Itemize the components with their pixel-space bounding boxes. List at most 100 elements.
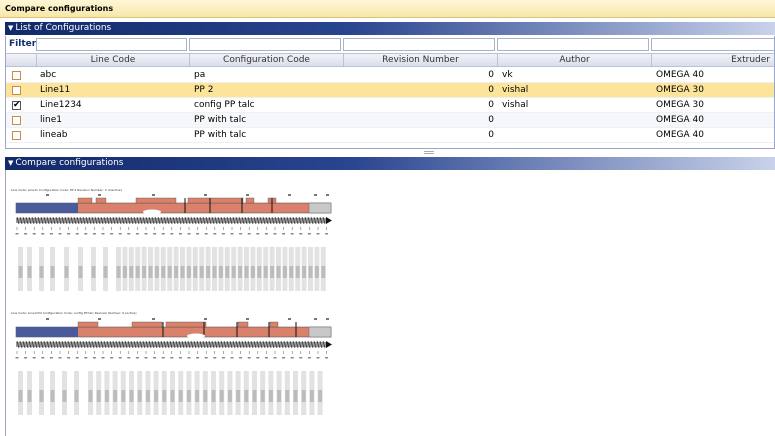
- scale-label-mark: [49, 233, 53, 235]
- scale-label-mark: [247, 233, 251, 235]
- screw-flight: [196, 216, 200, 225]
- element-column-text: [142, 266, 147, 278]
- feed-opening: [143, 209, 161, 215]
- screw-flight: [265, 340, 269, 349]
- element-column-text: [203, 390, 208, 402]
- column-header-line-code[interactable]: Line Code: [36, 54, 189, 67]
- screw-flight: [73, 216, 77, 225]
- screw-flight: [244, 216, 248, 225]
- scale-label-mark: [67, 357, 71, 359]
- filter-configuration-code-input[interactable]: [189, 38, 341, 51]
- column-header-extruder[interactable]: Extruder: [651, 54, 774, 67]
- element-column-text: [219, 390, 224, 402]
- screw-flight: [304, 216, 308, 225]
- screw-flight: [142, 216, 146, 225]
- filter-author-input[interactable]: [497, 38, 649, 51]
- list-panel-header[interactable]: ▼ List of Configurations: [5, 22, 775, 35]
- cell-line-code: line1: [40, 115, 62, 125]
- cell-revision-number: 0: [488, 100, 494, 110]
- table-row[interactable]: abc pa 0 vk OMEGA 40: [6, 68, 774, 83]
- screw-flight: [25, 216, 29, 225]
- element-column-text: [39, 390, 44, 402]
- scale-label-mark: [299, 357, 303, 359]
- screw-flight: [154, 216, 158, 225]
- screw-flight: [202, 340, 206, 349]
- cell-line-code: abc: [40, 70, 57, 80]
- element-column-text: [103, 266, 108, 278]
- table-row[interactable]: lineab PP with talc 0 OMEGA 40: [6, 128, 774, 143]
- zone-marker: [204, 194, 207, 196]
- column-header-author[interactable]: Author: [497, 54, 651, 67]
- element-column-text: [270, 266, 275, 278]
- screw-flight: [223, 216, 227, 225]
- scale-label-mark: [135, 233, 139, 235]
- element-column-text: [244, 390, 249, 402]
- element-column-text: [211, 390, 216, 402]
- element-column-text: [180, 266, 185, 278]
- scale-label-mark: [15, 233, 19, 235]
- screw-flight: [100, 340, 104, 349]
- row-checkbox[interactable]: [12, 131, 21, 140]
- screw-flight: [262, 216, 266, 225]
- screw-flight: [76, 340, 80, 349]
- screw-flight: [58, 340, 62, 349]
- screw-flight: [178, 216, 182, 225]
- screw-flight: [172, 340, 176, 349]
- screw-flight: [277, 216, 281, 225]
- row-checkbox[interactable]: [12, 86, 21, 95]
- screw-flight: [187, 340, 191, 349]
- collapse-triangle-icon[interactable]: ▼: [8, 159, 14, 167]
- scale-label-mark: [144, 357, 148, 359]
- screw-tip-icon: [326, 217, 332, 224]
- scale-label-mark: [161, 357, 165, 359]
- element-column-text: [293, 390, 298, 402]
- column-header-revision-number[interactable]: Revision Number: [343, 54, 497, 67]
- screw-flight: [271, 216, 275, 225]
- barrel-zone-block: [135, 197, 177, 204]
- scale-label-mark: [196, 357, 200, 359]
- cell-extruder: OMEGA 40: [656, 70, 704, 80]
- screw-flight: [235, 216, 239, 225]
- table-row[interactable]: line1 PP with talc 0 OMEGA 40: [6, 113, 774, 128]
- screw-flight: [301, 216, 305, 225]
- screw-flight: [280, 216, 284, 225]
- filter-revision-input[interactable]: [343, 38, 495, 51]
- barrel-zone-block: [131, 321, 163, 328]
- feed-opening: [187, 333, 205, 339]
- scale-label-mark: [239, 357, 243, 359]
- screw-flight: [133, 216, 137, 225]
- screw-flight: [64, 340, 68, 349]
- screw-flight: [265, 216, 269, 225]
- collapse-triangle-icon[interactable]: ▼: [8, 24, 14, 32]
- scale-label-mark: [204, 357, 208, 359]
- screw-flight: [34, 340, 38, 349]
- element-column-text: [104, 390, 109, 402]
- screw-flight: [196, 340, 200, 349]
- table-row[interactable]: ✔ Line1234 config PP talc 0 vishal OMEGA 30: [6, 98, 774, 113]
- scale-label-mark: [84, 233, 88, 235]
- filter-label: Filter: [9, 39, 37, 49]
- screw-flight: [292, 340, 296, 349]
- screw-flight: [85, 216, 89, 225]
- filter-line-code-input[interactable]: [36, 38, 187, 51]
- panel-splitter-handle[interactable]: [424, 151, 434, 154]
- compare-panel-header[interactable]: ▼ Compare configurations: [5, 157, 775, 170]
- table-row[interactable]: Line11 PP 2 0 vishal OMEGA 30: [6, 83, 774, 98]
- barrel-zone-block: [77, 197, 93, 204]
- scale-label-mark: [256, 357, 260, 359]
- column-header-configuration-code[interactable]: Configuration Code: [189, 54, 343, 67]
- screw-flight: [169, 340, 173, 349]
- row-checkbox[interactable]: ✔: [12, 100, 21, 110]
- row-checkbox[interactable]: [12, 71, 21, 80]
- screw-flight: [64, 216, 68, 225]
- screw-flight: [40, 216, 44, 225]
- screw-flight: [226, 216, 230, 225]
- zone-marker: [152, 318, 155, 320]
- element-column-text: [78, 266, 83, 278]
- row-checkbox[interactable]: [12, 116, 21, 125]
- screw-flight: [49, 340, 53, 349]
- zone-marker: [152, 194, 155, 196]
- filter-extruder-input[interactable]: [651, 38, 774, 51]
- screw-flight: [118, 340, 122, 349]
- screw-flight: [88, 340, 92, 349]
